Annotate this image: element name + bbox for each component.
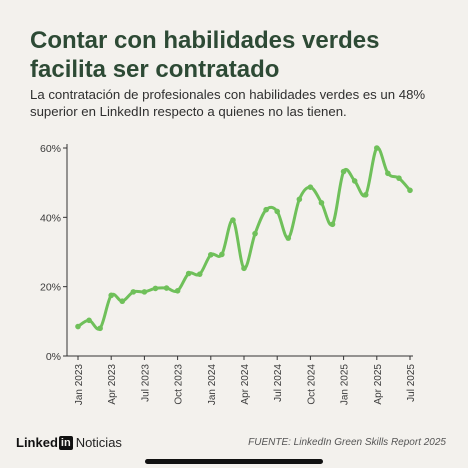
data-point <box>152 285 159 292</box>
data-point <box>174 288 181 294</box>
data-point <box>362 192 369 198</box>
data-point <box>86 317 92 324</box>
y-tick-label: 0% <box>46 351 61 363</box>
y-tick-label: 40% <box>40 212 61 224</box>
x-tick-label: Apr 2025 <box>373 364 384 405</box>
x-tick-label: Oct 2024 <box>306 364 317 405</box>
data-point <box>318 199 325 206</box>
data-point <box>407 187 413 194</box>
y-axis-ticks: 0% 20% 40% 60% <box>40 143 67 363</box>
data-point <box>108 292 114 299</box>
x-axis-ticks: Jan 2023 Apr 2023 Jul 2023 Oct 2023 Jan 2024… <box>74 356 417 405</box>
chart-axes <box>66 144 413 357</box>
data-point <box>219 251 225 258</box>
data-point <box>252 230 258 237</box>
linkedin-news-logo: Linked in Noticias <box>16 435 122 450</box>
data-point <box>208 251 214 258</box>
data-point <box>296 196 303 203</box>
x-tick-label: Jan 2025 <box>340 364 351 406</box>
data-point <box>141 289 148 295</box>
data-point <box>230 217 236 223</box>
brand-news: Noticias <box>75 435 122 450</box>
series-points <box>75 145 413 332</box>
y-tick-label: 20% <box>40 282 61 294</box>
source-note: FUENTE: LinkedIn Green Skills Report 202… <box>248 437 446 448</box>
data-point <box>130 289 137 295</box>
data-point <box>196 271 203 277</box>
data-point <box>396 175 402 181</box>
x-tick-label: Jan 2024 <box>207 364 218 406</box>
chart-title: Contar con habilidades verdes facilita s… <box>30 27 380 83</box>
x-tick-label: Jul 2024 <box>273 364 284 402</box>
brand-linked: Linked <box>16 435 58 450</box>
data-point <box>75 323 81 330</box>
chart-subtitle: La contratación de profesionales con hab… <box>30 87 426 119</box>
x-tick-label: Jul 2023 <box>140 364 151 402</box>
x-tick-label: Apr 2024 <box>240 364 251 405</box>
data-point <box>185 270 192 277</box>
data-point <box>97 325 103 332</box>
data-point <box>351 178 358 184</box>
data-point <box>385 170 391 177</box>
x-tick-label: Jul 2025 <box>406 364 417 402</box>
brand-in-icon: in <box>58 435 73 450</box>
data-point <box>263 206 269 213</box>
x-tick-label: Jan 2023 <box>74 364 85 406</box>
data-point <box>163 285 170 291</box>
x-tick-label: Apr 2023 <box>107 364 118 405</box>
series-line <box>76 146 412 331</box>
x-tick-label: Oct 2023 <box>174 364 185 405</box>
data-point <box>285 235 292 241</box>
data-point <box>307 184 314 190</box>
data-point <box>374 145 380 151</box>
y-tick-label: 60% <box>40 143 61 155</box>
data-point <box>274 208 281 215</box>
data-point <box>119 298 126 305</box>
data-point <box>329 221 336 228</box>
data-point <box>241 265 247 272</box>
data-point <box>340 168 347 175</box>
home-indicator[interactable] <box>145 459 323 464</box>
